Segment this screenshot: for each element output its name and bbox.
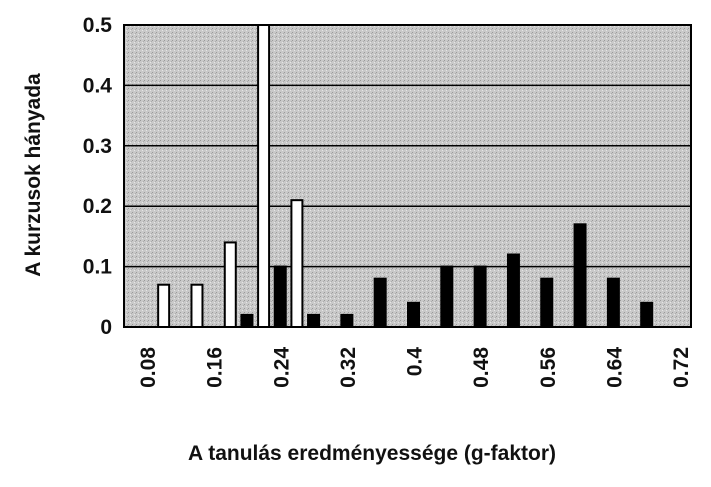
bar-white [190,283,204,328]
bar-black [573,223,587,329]
x-tick-label: 0.56 [537,347,560,388]
x-tick-label: 0.32 [337,347,360,388]
gridlines [124,84,691,268]
x-tick-label: 0.08 [137,347,160,388]
x-tick-label: 0.72 [670,347,693,388]
x-tick-labels: 0.08 0.16 0.24 0.32 0.4 0.48 0.56 0.64 0.72 [137,347,693,388]
bar-black [473,265,487,329]
x-tick-label: 0.48 [470,347,493,388]
bar-black [606,277,620,328]
y-tick-labels: 0 0.1 0.2 0.3 0.4 0.5 [83,14,113,339]
bar-black [407,301,420,328]
bar-black [273,265,287,329]
bar-white [223,241,237,328]
x-tick-label: 0.24 [270,347,293,388]
y-axis-title: A kurzusok hányada [22,73,45,277]
y-tick-label: 0 [100,316,112,339]
bar-black [240,313,254,329]
y-tick-label: 0.2 [83,195,112,218]
bar-white [257,24,271,328]
x-tick-label: 0.16 [204,347,227,388]
bar-black [506,253,520,329]
plot-area [123,24,692,328]
bar-white [290,199,304,328]
bar-black [340,313,354,329]
y-tick-label: 0.5 [83,14,113,37]
bar-black [640,301,654,328]
bars [157,24,654,329]
bar-black [373,277,387,328]
x-tick-label: 0.64 [603,347,626,388]
y-tick-label: 0.4 [83,74,113,97]
bar-black [540,277,554,328]
bar-white [157,283,171,328]
y-tick-label: 0.1 [83,256,113,279]
x-tick-label: 0.4 [404,347,427,377]
y-tick-label: 0.3 [83,135,112,158]
bar-black [440,265,454,329]
x-axis-title: A tanulás eredményessége (g-faktor) [188,442,556,465]
bar-black [307,313,321,329]
